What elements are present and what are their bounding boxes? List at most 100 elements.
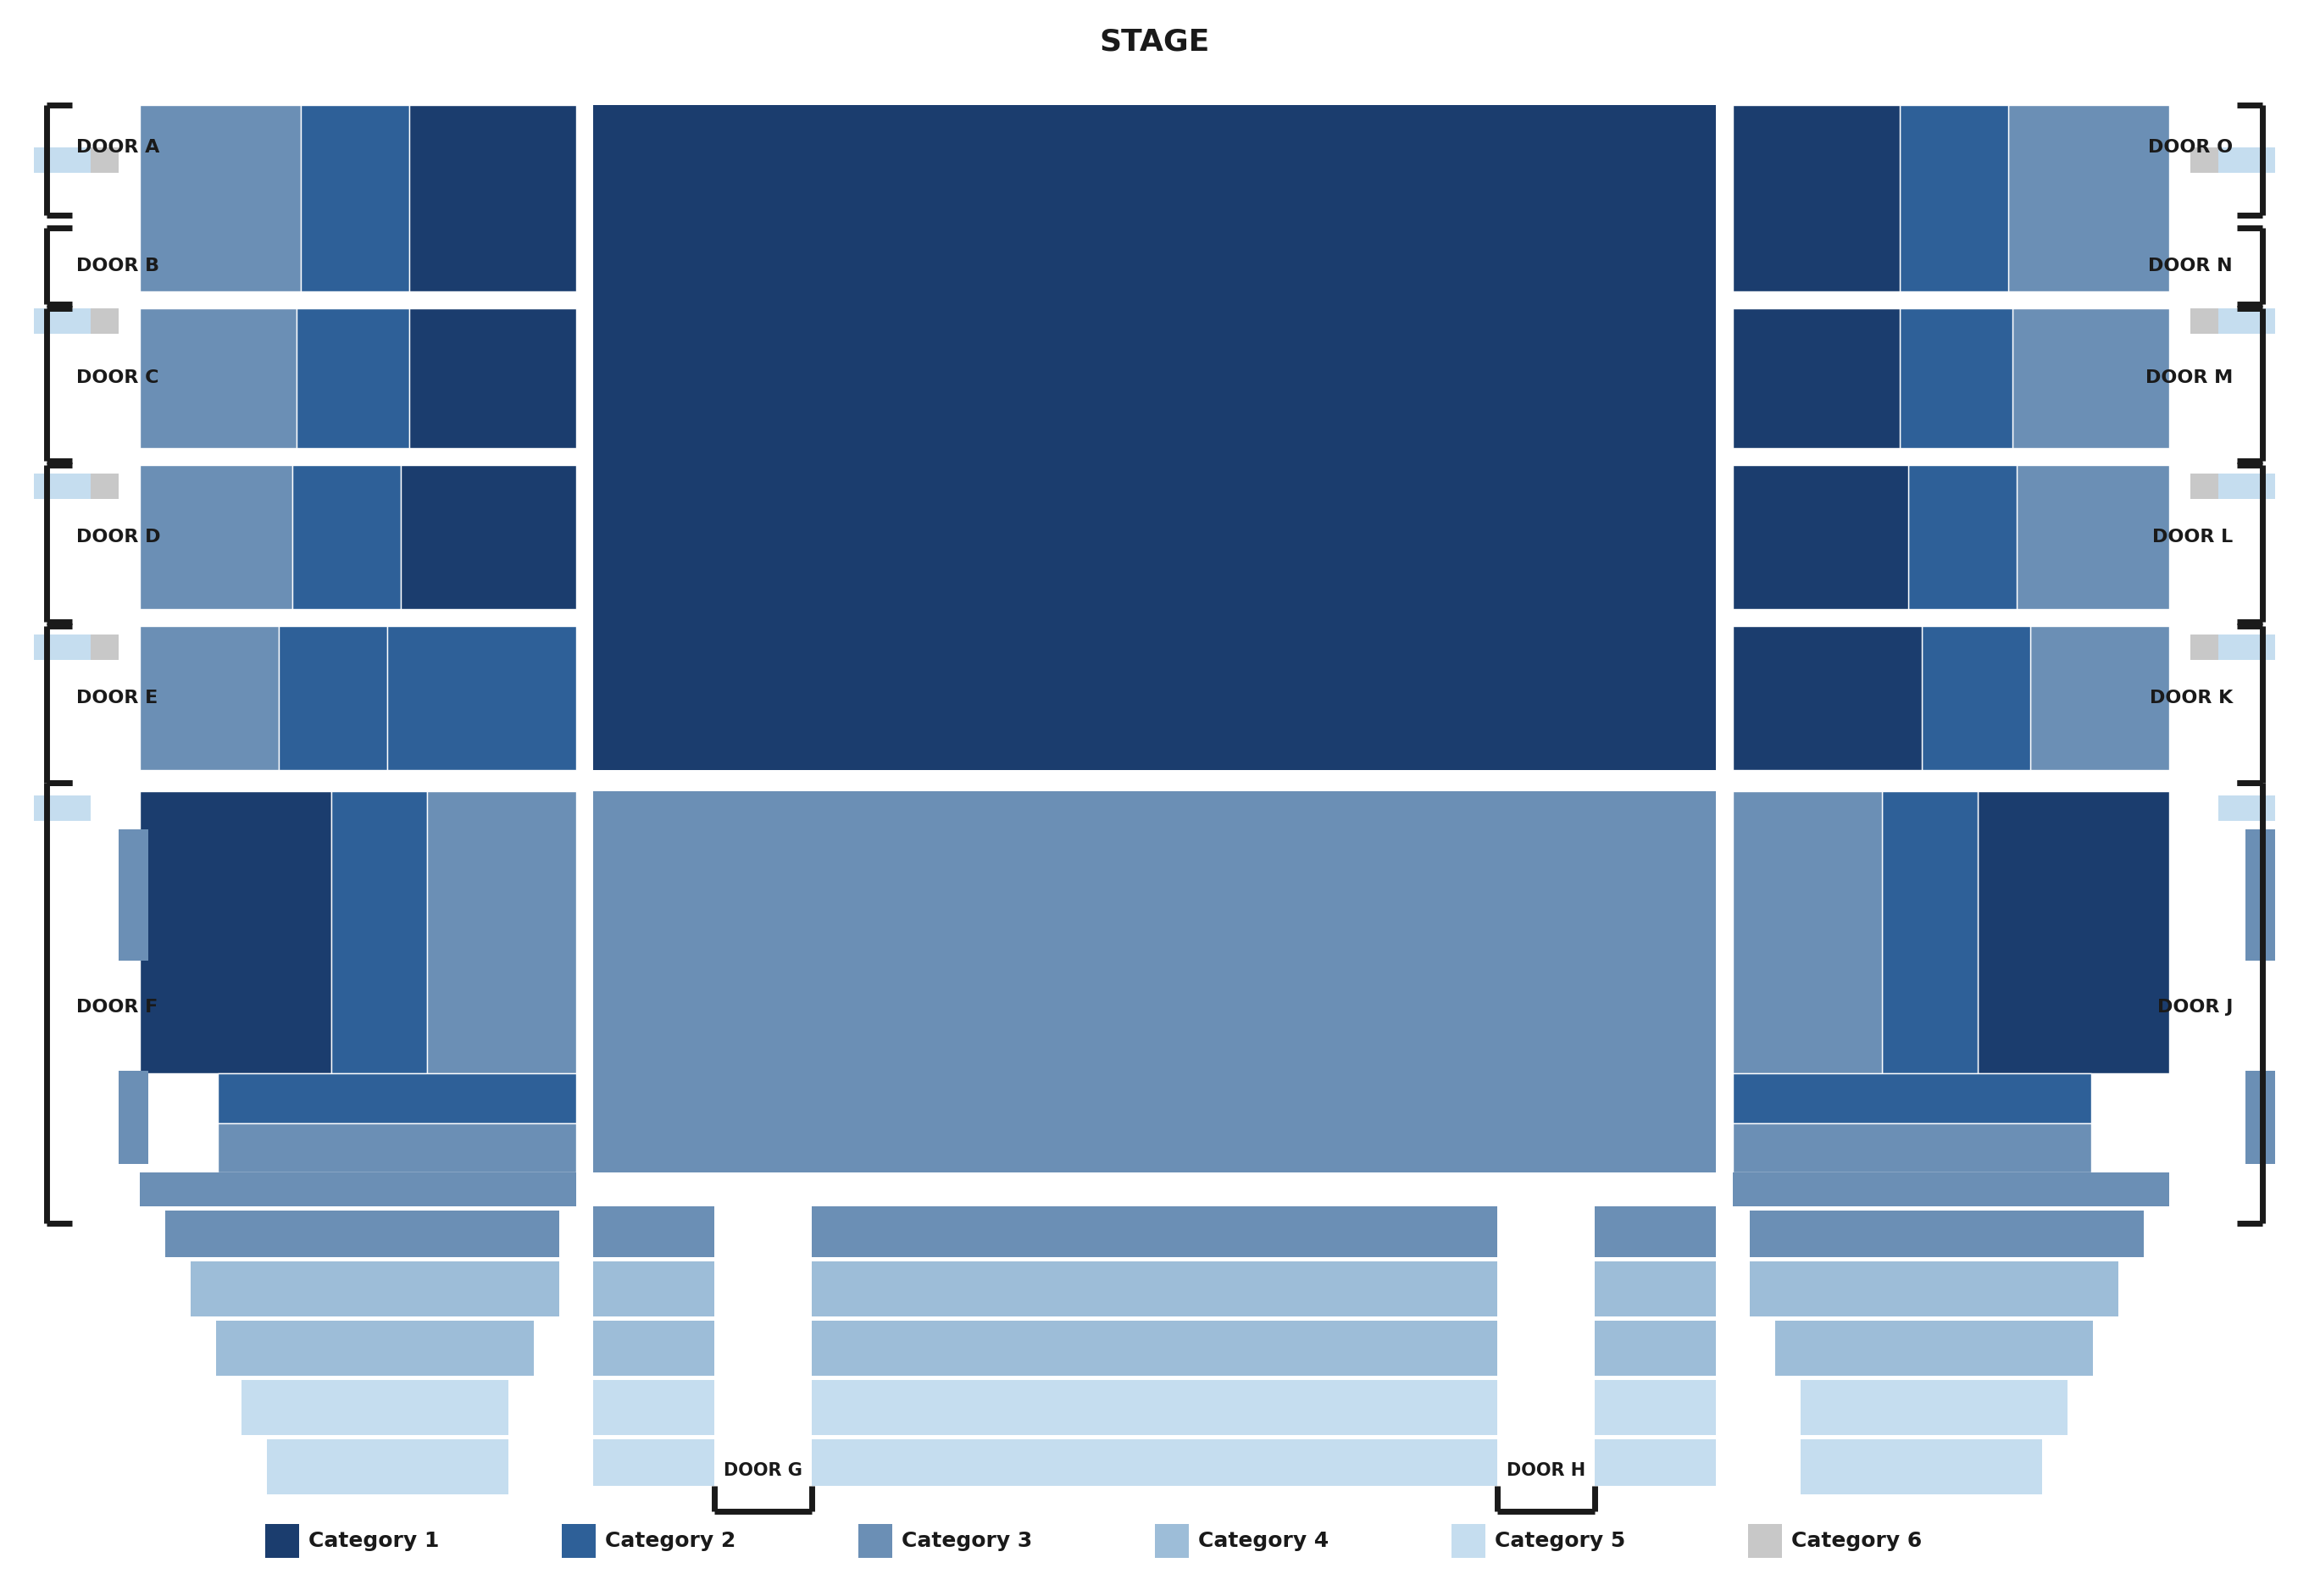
Bar — [1732, 464, 1907, 610]
Bar — [813, 1381, 1496, 1435]
Bar — [90, 474, 118, 500]
Text: Category 4: Category 4 — [1198, 1531, 1330, 1551]
Bar — [1776, 1320, 2092, 1376]
Bar — [192, 1261, 559, 1317]
Bar — [35, 147, 90, 172]
Bar — [593, 1381, 713, 1435]
Bar — [141, 626, 279, 769]
Text: Category 3: Category 3 — [903, 1531, 1032, 1551]
Text: DOOR B: DOOR B — [76, 257, 159, 275]
Bar — [90, 308, 118, 334]
Bar — [296, 308, 409, 448]
Bar — [593, 1440, 713, 1486]
Bar — [1596, 1207, 1716, 1258]
Text: DOOR D: DOOR D — [76, 528, 162, 546]
Bar — [1732, 308, 1900, 448]
Bar — [593, 1261, 713, 1317]
Bar — [90, 147, 118, 172]
Bar — [2013, 308, 2168, 448]
Bar — [300, 105, 409, 292]
Bar — [1154, 1524, 1189, 1558]
Bar — [2244, 1071, 2274, 1163]
Text: DOOR F: DOOR F — [76, 999, 157, 1015]
Bar — [1907, 464, 2016, 610]
Text: DOOR J: DOOR J — [2157, 999, 2233, 1015]
Bar — [141, 308, 296, 448]
Bar — [118, 830, 148, 961]
Bar — [1732, 1074, 2092, 1124]
Bar — [2009, 105, 2168, 292]
Bar — [409, 308, 577, 448]
Bar — [330, 792, 427, 1074]
Bar — [1750, 1210, 2143, 1258]
Bar — [813, 1261, 1496, 1317]
Bar — [166, 1210, 559, 1258]
Bar — [1732, 105, 1900, 292]
Bar — [1732, 1173, 2168, 1207]
Text: Category 5: Category 5 — [1496, 1531, 1626, 1551]
Bar — [279, 626, 388, 769]
Bar — [2191, 308, 2219, 334]
Bar — [118, 1071, 148, 1163]
Text: DOOR O: DOOR O — [2147, 139, 2233, 156]
Text: DOOR C: DOOR C — [76, 370, 159, 386]
Text: STAGE: STAGE — [1099, 27, 1210, 56]
Bar — [1979, 792, 2168, 1074]
Text: Category 2: Category 2 — [605, 1531, 737, 1551]
Bar — [1921, 626, 2030, 769]
Text: Category 6: Category 6 — [1792, 1531, 1923, 1551]
Bar — [1732, 1124, 2092, 1173]
Bar — [1801, 1440, 2041, 1494]
Bar — [90, 635, 118, 659]
Bar — [593, 1207, 713, 1258]
Bar — [1801, 1381, 2067, 1435]
Bar — [293, 464, 402, 610]
Text: DOOR L: DOOR L — [2152, 528, 2233, 546]
Bar — [1596, 1320, 1716, 1376]
Bar — [1882, 792, 1979, 1074]
Bar — [2191, 635, 2219, 659]
Bar — [35, 795, 90, 820]
Bar — [1596, 1440, 1716, 1486]
Text: Category 1: Category 1 — [309, 1531, 439, 1551]
Bar — [2219, 308, 2274, 334]
Bar — [402, 464, 577, 610]
Bar — [2219, 635, 2274, 659]
Text: DOOR E: DOOR E — [76, 689, 157, 707]
Text: DOOR N: DOOR N — [2147, 257, 2233, 275]
Bar — [2219, 795, 2274, 820]
Bar — [1732, 626, 1921, 769]
Bar — [141, 1173, 577, 1207]
Text: DOOR H: DOOR H — [1505, 1462, 1586, 1479]
Bar — [268, 1440, 508, 1494]
Bar — [1450, 1524, 1485, 1558]
Bar — [35, 308, 90, 334]
Bar — [813, 1207, 1496, 1258]
Bar — [141, 464, 293, 610]
Text: DOOR K: DOOR K — [2150, 689, 2233, 707]
Bar — [813, 1320, 1496, 1376]
Bar — [217, 1320, 533, 1376]
Bar — [35, 635, 90, 659]
Bar — [217, 1074, 577, 1124]
Text: DOOR M: DOOR M — [2145, 370, 2233, 386]
Bar — [427, 792, 577, 1074]
Bar — [2030, 626, 2168, 769]
Bar — [593, 105, 1716, 769]
Bar — [1900, 308, 2013, 448]
Bar — [35, 474, 90, 500]
Bar — [1748, 1524, 1783, 1558]
Bar — [409, 105, 577, 292]
Bar — [1596, 1261, 1716, 1317]
Bar — [141, 792, 330, 1074]
Bar — [2191, 147, 2219, 172]
Bar — [1900, 105, 2009, 292]
Bar — [1750, 1261, 2117, 1317]
Bar — [859, 1524, 891, 1558]
Bar — [266, 1524, 298, 1558]
Bar — [2219, 474, 2274, 500]
Bar — [2191, 474, 2219, 500]
Bar — [388, 626, 577, 769]
Bar — [2219, 147, 2274, 172]
Bar — [1596, 1381, 1716, 1435]
